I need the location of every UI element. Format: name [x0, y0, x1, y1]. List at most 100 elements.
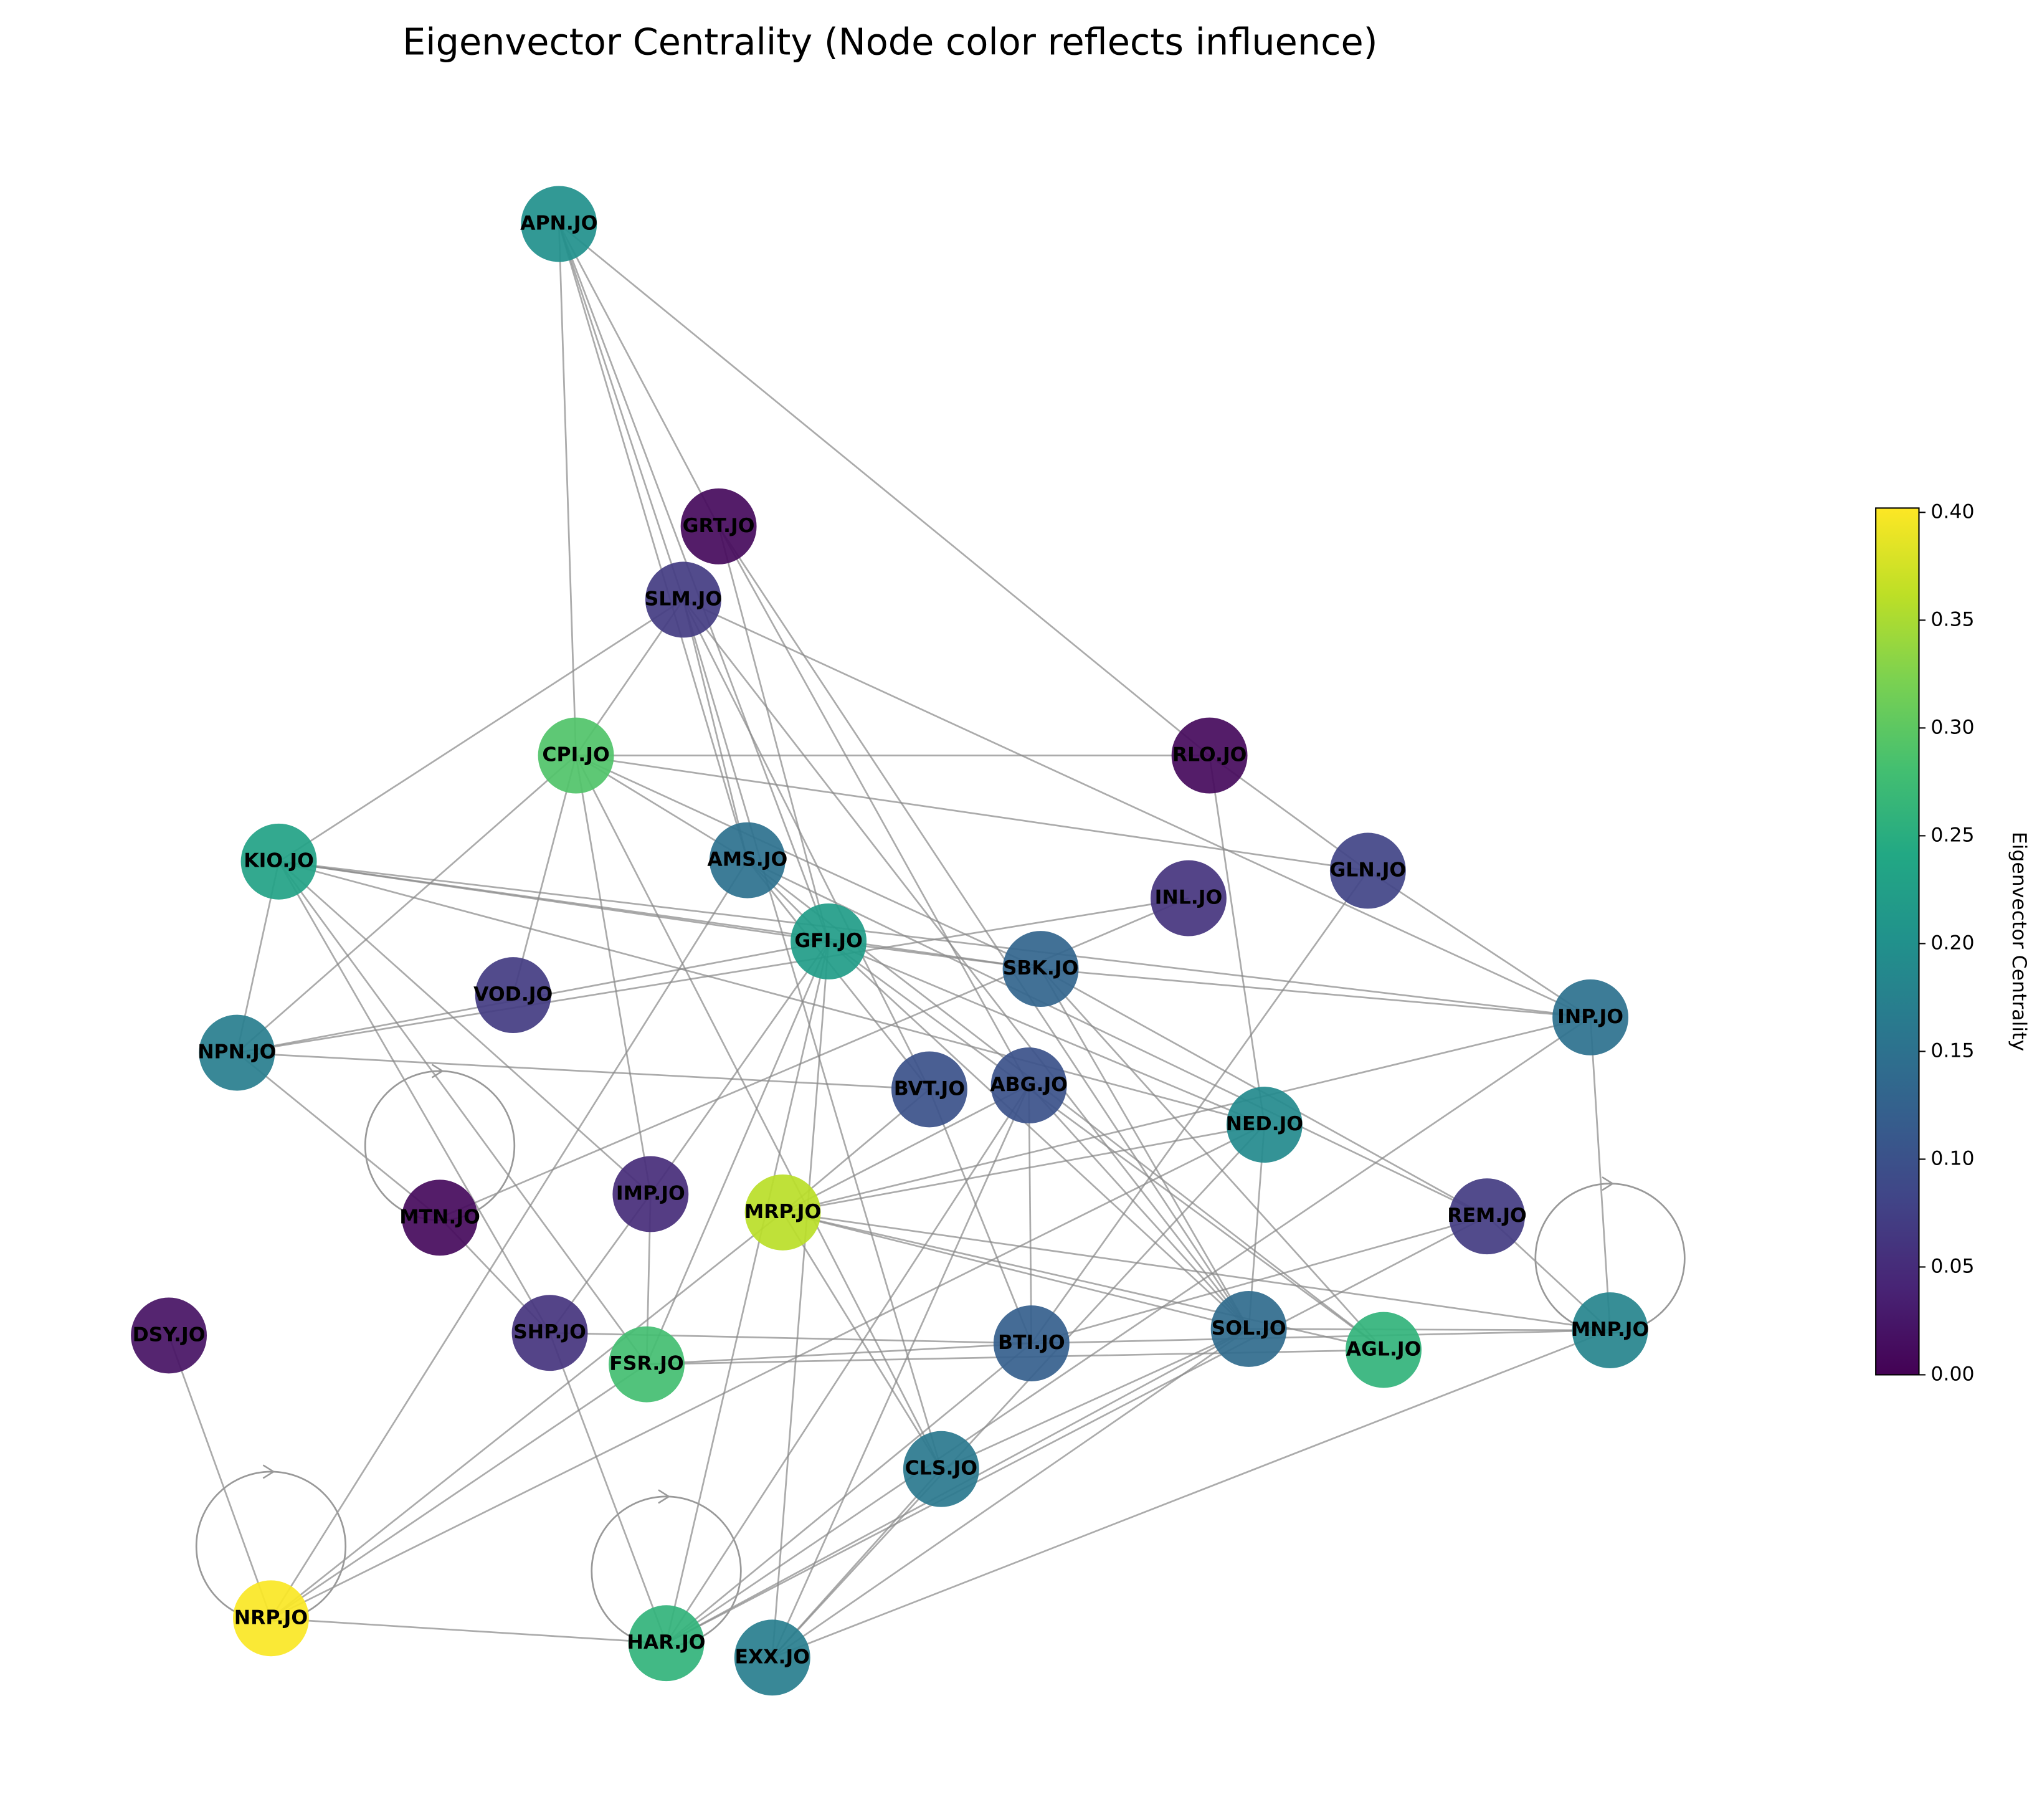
node: [240, 823, 317, 900]
node: [1552, 979, 1628, 1055]
node-label: REM.JO: [1447, 1204, 1527, 1227]
node: [1210, 1290, 1287, 1367]
node-label: SHP.JO: [513, 1321, 586, 1343]
node: [521, 186, 597, 262]
node-label: SOL.JO: [1212, 1317, 1286, 1340]
node: [1449, 1178, 1525, 1255]
edge: [1040, 968, 1385, 1351]
edge: [558, 223, 1210, 756]
colorbar-tick-label: 0.00: [1930, 1363, 1974, 1385]
node: [744, 1174, 821, 1251]
chart-title: Eigenvector Centrality (Node color refle…: [402, 21, 1378, 64]
edge: [828, 940, 1384, 1351]
edge: [646, 1342, 1032, 1366]
edge: [558, 224, 577, 756]
edge: [558, 223, 719, 527]
edge: [236, 1052, 440, 1219]
node-label: KIO.JO: [244, 850, 314, 872]
edge: [575, 755, 1042, 970]
node-label: IMP.JO: [616, 1182, 685, 1204]
edge: [575, 755, 652, 1194]
node: [1002, 931, 1079, 1007]
node-label: VOD.JO: [473, 983, 553, 1006]
node: [475, 957, 551, 1034]
node: [628, 1605, 705, 1682]
edge: [270, 859, 748, 1619]
edge: [683, 599, 1591, 1019]
node: [1226, 1087, 1303, 1163]
edge: [682, 599, 943, 1470]
colorbar-label: Eigenvector Centrality: [2008, 832, 2030, 1051]
node-label: ABG.JO: [990, 1074, 1068, 1096]
colorbar-tick-label: 0.35: [1930, 608, 1974, 631]
edge: [782, 1212, 942, 1470]
edge: [278, 599, 684, 862]
edge: [828, 940, 1265, 1126]
edge: [665, 1085, 1030, 1644]
edge: [928, 1089, 1033, 1344]
node-label: INP.JO: [1557, 1006, 1623, 1028]
edge: [1028, 1085, 1250, 1330]
node-label: SBK.JO: [1003, 957, 1079, 979]
edge: [1248, 1328, 1610, 1332]
arrow-head: [658, 1489, 671, 1504]
node-label: APN.JO: [520, 212, 597, 234]
node-label: SLM.JO: [645, 588, 723, 610]
edge: [237, 897, 1189, 1054]
node: [199, 1014, 275, 1091]
arrow-head: [431, 1064, 444, 1079]
edge: [270, 1617, 667, 1644]
node: [645, 561, 721, 638]
node-label: NPN.JO: [197, 1041, 276, 1064]
node: [131, 1297, 207, 1374]
node-label: DSY.JO: [133, 1323, 206, 1346]
edge: [1040, 968, 1250, 1330]
edge: [278, 860, 648, 1365]
node-label: AMS.JO: [707, 849, 787, 871]
arrow-head: [262, 1464, 275, 1479]
node: [233, 1580, 309, 1657]
edge: [718, 526, 830, 942]
edge: [782, 1084, 1030, 1214]
edge: [682, 599, 931, 1090]
edge: [270, 1123, 1265, 1619]
edge: [270, 1363, 647, 1619]
node-label: EXX.JO: [734, 1646, 810, 1668]
node: [1171, 717, 1248, 794]
node-label: BTI.JO: [998, 1332, 1065, 1354]
edge: [747, 859, 1488, 1217]
edge: [650, 941, 830, 1195]
edge: [1031, 1329, 1610, 1345]
edge: [718, 526, 1250, 1330]
arrow-head: [1602, 1176, 1615, 1191]
node-label: NED.JO: [1226, 1113, 1304, 1135]
node-label: MNP.JO: [1571, 1318, 1649, 1341]
colorbar-tick-label: 0.20: [1930, 931, 1974, 954]
colorbar: [1875, 507, 1920, 1376]
edge: [782, 1016, 1591, 1214]
node-label: BVT.JO: [894, 1077, 965, 1100]
node-label: CPI.JO: [542, 744, 609, 766]
edge: [941, 1328, 1250, 1470]
edge: [1209, 755, 1266, 1125]
node-label: AGL.JO: [1346, 1338, 1422, 1361]
node: [612, 1156, 689, 1232]
edge: [782, 1211, 1610, 1332]
edge: [1031, 1215, 1488, 1345]
node: [993, 1305, 1070, 1381]
edge: [236, 755, 577, 1054]
edge: [270, 1211, 784, 1619]
node: [680, 488, 757, 565]
node-label: FSR.JO: [609, 1353, 684, 1375]
colorbar-tick-label: 0.10: [1930, 1147, 1974, 1170]
edge: [168, 1335, 272, 1619]
edge: [771, 1468, 942, 1659]
edge: [771, 1328, 1250, 1659]
edge: [682, 599, 749, 860]
edge: [576, 755, 1369, 872]
node: [891, 1051, 967, 1128]
node-label: RLO.JO: [1172, 744, 1247, 766]
edge: [278, 861, 551, 1333]
edge: [665, 1016, 1591, 1644]
